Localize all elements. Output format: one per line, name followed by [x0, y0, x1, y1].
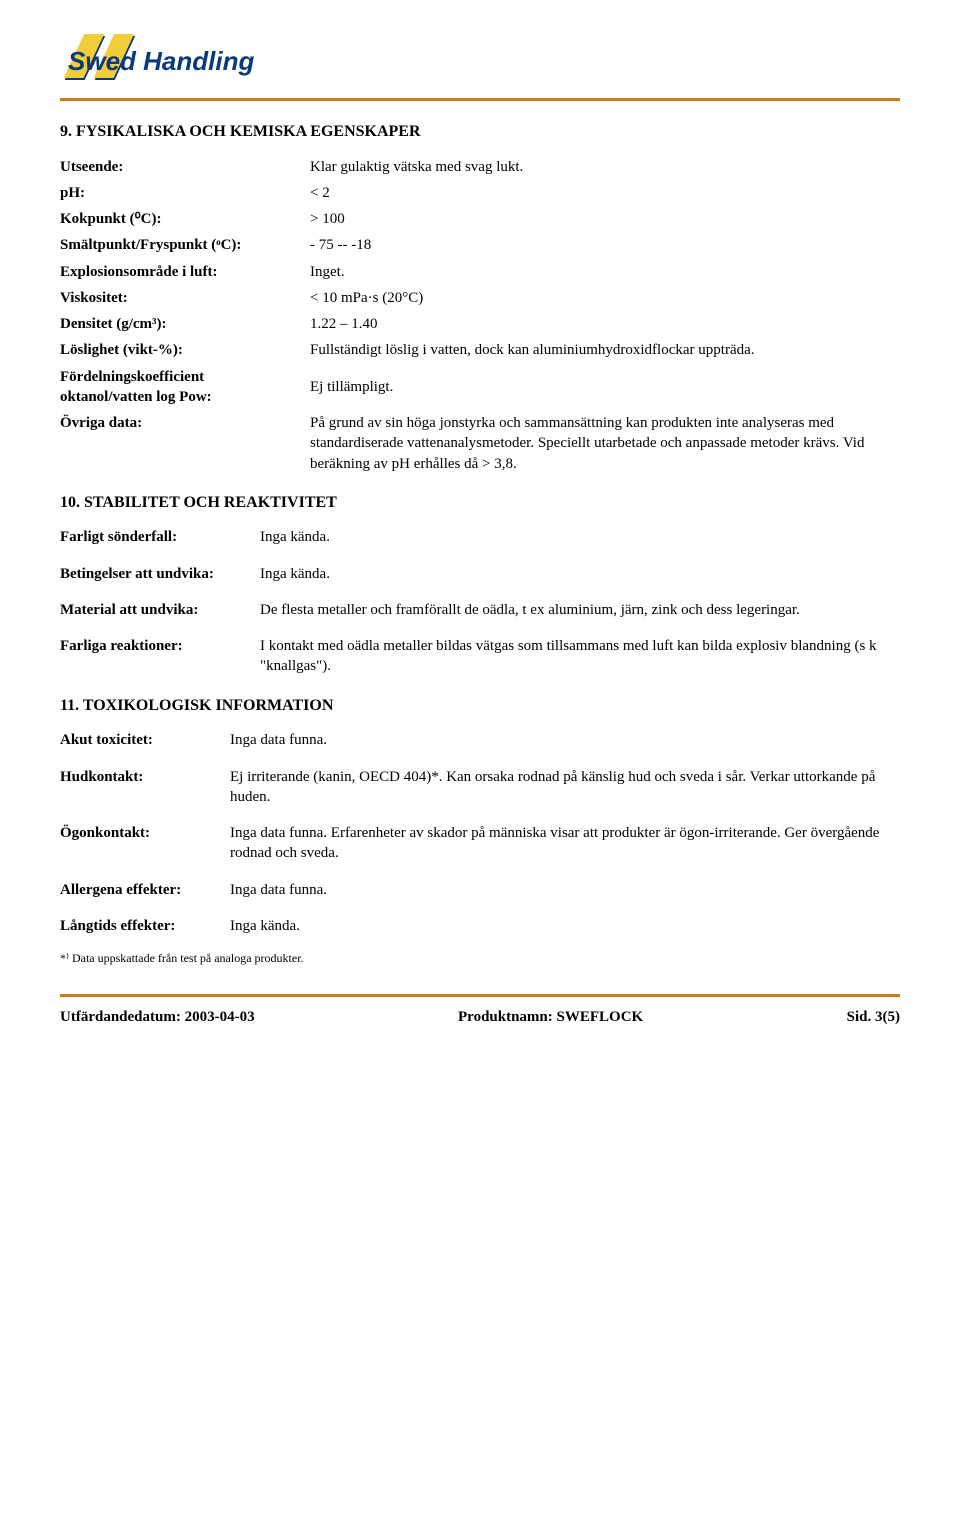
row-kokpunkt: Kokpunkt (⁰C): > 100: [60, 209, 900, 229]
row-ph: pH: < 2: [60, 183, 900, 203]
row-sonderfall: Farligt sönderfall: Inga kända.: [60, 527, 900, 547]
label: Allergena effekter:: [60, 880, 230, 900]
row-utseende: Utseende: Klar gulaktig vätska med svag …: [60, 157, 900, 177]
label: Utseende:: [60, 157, 310, 177]
logo-svg: Swed Handling: [60, 30, 280, 90]
label: Hudkontakt:: [60, 767, 230, 787]
row-ovriga: Övriga data: På grund av sin höga jonsty…: [60, 413, 900, 474]
row-allergen: Allergena effekter: Inga data funna.: [60, 880, 900, 900]
footnote: *⁾ Data uppskattade från test på analoga…: [60, 950, 900, 966]
value: Inga kända.: [260, 564, 900, 584]
value: Inga data funna. Erfarenheter av skador …: [230, 823, 900, 864]
label: Explosionsområde i luft:: [60, 262, 310, 282]
label: Farliga reaktioner:: [60, 636, 260, 656]
value: Fullständigt löslig i vatten, dock kan a…: [310, 340, 900, 360]
row-betingelser: Betingelser att undvika: Inga kända.: [60, 564, 900, 584]
label: Ögonkontakt:: [60, 823, 230, 843]
value: > 100: [310, 209, 900, 229]
value: Inga kända.: [230, 916, 900, 936]
row-hud: Hudkontakt: Ej irriterande (kanin, OECD …: [60, 767, 900, 808]
label: Övriga data:: [60, 413, 310, 433]
value: - 75 -- -18: [310, 235, 900, 255]
label: Smältpunkt/Fryspunkt (ᵒC):: [60, 235, 310, 255]
row-densitet: Densitet (g/cm³): 1.22 – 1.40: [60, 314, 900, 334]
label: Kokpunkt (⁰C):: [60, 209, 310, 229]
footer-page: Sid. 3(5): [847, 1007, 900, 1027]
section-9-body: Utseende: Klar gulaktig vätska med svag …: [60, 157, 900, 474]
row-smaltpunkt: Smältpunkt/Fryspunkt (ᵒC): - 75 -- -18: [60, 235, 900, 255]
label: Fördelningskoefficient oktanol/vatten lo…: [60, 367, 310, 408]
label: Farligt sönderfall:: [60, 527, 260, 547]
label: Akut toxicitet:: [60, 730, 230, 750]
row-loslighet: Löslighet (vikt-%): Fullständigt löslig …: [60, 340, 900, 360]
label: Material att undvika:: [60, 600, 260, 620]
value: I kontakt med oädla metaller bildas vätg…: [260, 636, 900, 677]
label: Densitet (g/cm³):: [60, 314, 310, 334]
row-akut: Akut toxicitet: Inga data funna.: [60, 730, 900, 750]
divider-top: [60, 98, 900, 101]
label: Löslighet (vikt-%):: [60, 340, 310, 360]
section-10-body: Farligt sönderfall: Inga kända. Betingel…: [60, 527, 900, 676]
label-line1: Fördelningskoefficient: [60, 367, 310, 387]
value: Klar gulaktig vätska med svag lukt.: [310, 157, 900, 177]
value: Ej tillämpligt.: [310, 377, 900, 397]
section-11-body: Akut toxicitet: Inga data funna. Hudkont…: [60, 730, 900, 936]
value: < 10 mPa·s (20°C): [310, 288, 900, 308]
label-line2: oktanol/vatten log Pow:: [60, 387, 310, 407]
row-reaktioner: Farliga reaktioner: I kontakt med oädla …: [60, 636, 900, 677]
value: < 2: [310, 183, 900, 203]
logo-header: Swed Handling: [60, 30, 900, 90]
logo-text: Swed Handling: [68, 46, 254, 76]
row-langtid: Långtids effekter: Inga kända.: [60, 916, 900, 936]
value: Inga data funna.: [230, 880, 900, 900]
section-9-heading: 9. FYSIKALISKA OCH KEMISKA EGENSKAPER: [60, 121, 900, 143]
value: Inga kända.: [260, 527, 900, 547]
section-10-heading: 10. STABILITET OCH REAKTIVITET: [60, 492, 900, 514]
row-material: Material att undvika: De flesta metaller…: [60, 600, 900, 620]
row-ogon: Ögonkontakt: Inga data funna. Erfarenhet…: [60, 823, 900, 864]
value: 1.22 – 1.40: [310, 314, 900, 334]
value: På grund av sin höga jonstyrka och samma…: [310, 413, 900, 474]
footer-date: Utfärdandedatum: 2003-04-03: [60, 1007, 255, 1027]
row-viskositet: Viskositet: < 10 mPa·s (20°C): [60, 288, 900, 308]
section-11-heading: 11. TOXIKOLOGISK INFORMATION: [60, 695, 900, 717]
label: Långtids effekter:: [60, 916, 230, 936]
divider-bottom: [60, 994, 900, 997]
footer-product: Produktnamn: SWEFLOCK: [458, 1007, 643, 1027]
page-footer: Utfärdandedatum: 2003-04-03 Produktnamn:…: [60, 1007, 900, 1027]
value: Inga data funna.: [230, 730, 900, 750]
label: Betingelser att undvika:: [60, 564, 260, 584]
value: De flesta metaller och framförallt de oä…: [260, 600, 900, 620]
label: pH:: [60, 183, 310, 203]
value: Ej irriterande (kanin, OECD 404)*. Kan o…: [230, 767, 900, 808]
label: Viskositet:: [60, 288, 310, 308]
value: Inget.: [310, 262, 900, 282]
row-explosion: Explosionsområde i luft: Inget.: [60, 262, 900, 282]
row-fordelning: Fördelningskoefficient oktanol/vatten lo…: [60, 367, 900, 408]
